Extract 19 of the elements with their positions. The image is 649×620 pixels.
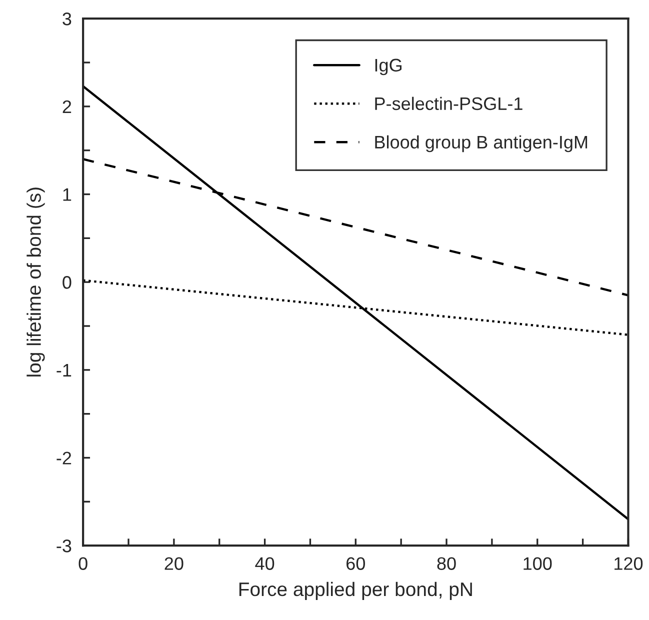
- x-axis-title: Force applied per bond, pN: [239, 582, 472, 600]
- y-tick-label: -1: [56, 364, 72, 376]
- x-tick-label: 40: [255, 557, 274, 570]
- x-tick-label: 80: [437, 557, 456, 570]
- x-tick-label: 100: [524, 557, 552, 570]
- x-tick-label: 20: [164, 557, 184, 570]
- y-tick-label: 3: [62, 12, 72, 26]
- legend-label: Blood group B antigen-IgM: [375, 135, 588, 152]
- legend-label: P-selectin-PSGL-1: [375, 96, 522, 110]
- y-tick-label: -2: [56, 452, 72, 464]
- x-tick-label: 0: [78, 557, 88, 570]
- y-tick-label: 2: [62, 100, 72, 113]
- y-tick-label: -3: [56, 540, 72, 552]
- x-tick-label: 60: [346, 557, 365, 570]
- x-tick-label: 120: [614, 557, 643, 570]
- legend-label: IgG: [375, 58, 402, 76]
- y-tick-label: 0: [62, 276, 72, 289]
- y-axis-title: log lifetime of bond (s): [26, 188, 45, 376]
- y-tick-label: 1: [63, 188, 72, 201]
